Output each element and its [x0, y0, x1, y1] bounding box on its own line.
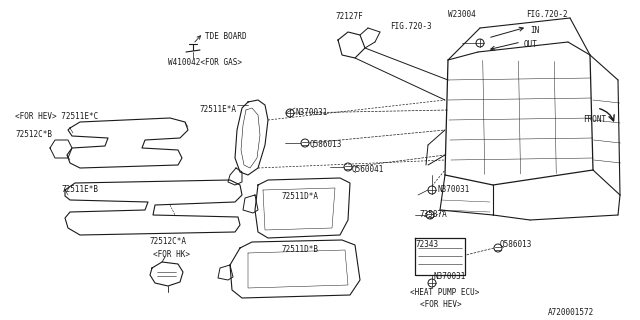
Text: 72511E*B: 72511E*B: [62, 185, 99, 194]
Text: 72512C*B: 72512C*B: [15, 130, 52, 139]
Text: FIG.720-2: FIG.720-2: [526, 10, 568, 19]
Text: 72127F: 72127F: [335, 12, 363, 21]
Text: W410042<FOR GAS>: W410042<FOR GAS>: [168, 58, 242, 67]
Text: N370031: N370031: [295, 108, 328, 117]
Text: Q586013: Q586013: [310, 140, 342, 149]
Text: <FOR HEV> 72511E*C: <FOR HEV> 72511E*C: [15, 112, 99, 121]
Text: A720001572: A720001572: [548, 308, 595, 317]
Text: Q560041: Q560041: [352, 165, 385, 174]
Text: 72511E*A: 72511E*A: [200, 105, 237, 114]
Text: 73587A: 73587A: [420, 210, 448, 219]
Text: Q586013: Q586013: [500, 240, 532, 249]
Text: <FOR HEV>: <FOR HEV>: [420, 300, 461, 309]
Text: 72343: 72343: [415, 240, 438, 249]
Text: 72511D*A: 72511D*A: [282, 192, 319, 201]
Text: OUT: OUT: [524, 40, 538, 49]
Text: 72511D*B: 72511D*B: [282, 245, 319, 254]
Text: N370031: N370031: [433, 272, 465, 281]
Text: 72512C*A: 72512C*A: [150, 237, 187, 246]
Text: <HEAT PUMP ECU>: <HEAT PUMP ECU>: [410, 288, 479, 297]
Text: W23004: W23004: [448, 10, 476, 19]
Text: N370031: N370031: [437, 185, 469, 194]
Text: IN: IN: [530, 26, 540, 35]
Text: <FOR HK>: <FOR HK>: [153, 250, 190, 259]
Text: TDE BOARD: TDE BOARD: [205, 32, 246, 41]
Text: FIG.720-3: FIG.720-3: [390, 22, 431, 31]
Text: FRONT: FRONT: [583, 115, 606, 124]
